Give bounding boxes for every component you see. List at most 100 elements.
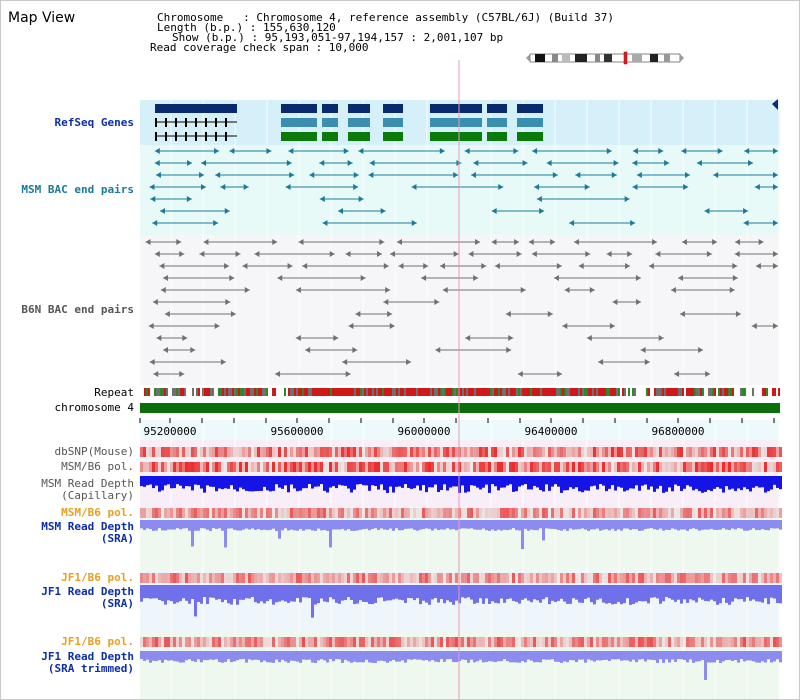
track-label-refseq[interactable]: RefSeq Genes [54, 116, 134, 129]
heatmap-cell [707, 508, 710, 518]
repeat-segment [220, 388, 222, 396]
repeat-segment [172, 388, 174, 396]
msm-pair-end [513, 148, 519, 154]
depth-bar [746, 476, 749, 490]
depth-bar [626, 476, 629, 491]
heatmap-cell [257, 637, 260, 647]
track-label-jf1-pol[interactable]: JF1/B6 pol. [61, 571, 134, 584]
depth-bar [734, 585, 737, 599]
heatmap-cell [626, 462, 629, 472]
depth-bar [755, 476, 758, 487]
depth-bar [764, 651, 767, 663]
depth-bar [257, 585, 260, 604]
heatmap-cell [413, 637, 416, 647]
heatmap-cell [620, 573, 623, 583]
msm-bac-track[interactable] [149, 148, 778, 226]
depth-bar [644, 585, 647, 602]
heatmap-cell [566, 573, 569, 583]
depth-bar [656, 585, 659, 599]
repeat-segment [462, 388, 464, 396]
heatmap-cell [422, 508, 425, 518]
repeat-segment [186, 388, 188, 396]
repeat-segment [674, 388, 676, 396]
depth-bar [758, 651, 761, 663]
refseq-genes-track[interactable] [155, 99, 778, 141]
track-label-msm-depth-sra[interactable]: MSM Read Depth (SRA) [41, 520, 134, 545]
heatmap-cell [773, 447, 776, 457]
depth-bar [311, 476, 314, 489]
b6n-pair-end [609, 323, 615, 329]
heatmap-cell [653, 462, 656, 472]
track-label-dbsnp[interactable]: dbSNP(Mouse) [54, 445, 134, 458]
gene-block [383, 132, 403, 141]
depth-bar [497, 585, 500, 604]
heatmap-cell [251, 462, 254, 472]
repeat-segment [500, 388, 502, 396]
msm-pair-end [213, 220, 219, 226]
track-label-msm-bac[interactable]: MSM BAC end pairs [21, 183, 134, 196]
heatmap-cell [338, 573, 341, 583]
msm-pair-end [319, 160, 325, 166]
heatmap-cell [563, 447, 566, 457]
heatmap-cell [353, 637, 356, 647]
depth-bar [308, 476, 311, 485]
repeat-segment [698, 388, 700, 396]
b6n-bac-track[interactable] [145, 239, 778, 377]
b6n-pair-end [149, 359, 155, 365]
depth-bar [272, 585, 275, 605]
heatmap-cell [170, 508, 173, 518]
heatmap-cell [395, 573, 398, 583]
depth-bar [383, 585, 386, 602]
heatmap-cell [752, 508, 755, 518]
heatmap-cell [512, 462, 515, 472]
depth-bar [377, 476, 380, 490]
repeat-segment [658, 388, 660, 396]
heatmap-cell [554, 573, 557, 583]
heatmap-cell [671, 447, 674, 457]
heatmap-cell [590, 462, 593, 472]
depth-bar [140, 585, 143, 602]
depth-bar [392, 651, 395, 660]
track-label-msm-depth-capillary[interactable]: MSM Read Depth (Capillary) [41, 477, 134, 502]
repeat-segment [236, 388, 238, 396]
track-label-msm-pol[interactable]: MSM/B6 pol. [61, 460, 134, 473]
repeat-segment [448, 388, 450, 396]
depth-bar [347, 476, 350, 489]
depth-bar [335, 476, 338, 489]
depth-bar [740, 585, 743, 600]
repeat-segment [272, 388, 274, 396]
depth-bar [707, 585, 710, 602]
msm-pair-end [532, 148, 538, 154]
repeat-segment [730, 388, 732, 396]
heatmap-cell [401, 447, 404, 457]
heatmap-cell [521, 508, 524, 518]
depth-bar [461, 651, 464, 660]
repeat-segment [158, 388, 160, 396]
track-label-b6n-bac[interactable]: B6N BAC end pairs [21, 303, 134, 316]
repeat-segment [188, 388, 190, 396]
repeat-segment [276, 388, 278, 396]
heatmap-cell [212, 462, 215, 472]
depth-bar [209, 585, 212, 598]
track-label-msm-pol-2[interactable]: MSM/B6 pol. [61, 506, 134, 519]
gene-exon [155, 118, 157, 127]
depth-bar [341, 585, 344, 601]
heatmap-cell [569, 462, 572, 472]
track-label-jf1-pol-2[interactable]: JF1/B6 pol. [61, 635, 134, 648]
depth-bar [680, 520, 683, 530]
heatmap-cell [212, 447, 215, 457]
heatmap-cell [689, 508, 692, 518]
depth-bar [194, 651, 197, 662]
gene-block [322, 132, 338, 141]
heatmap-cell [176, 447, 179, 457]
track-label-jf1-depth-trimmed[interactable]: JF1 Read Depth (SRA trimmed) [41, 650, 134, 675]
heatmap-cell [455, 462, 458, 472]
heatmap-cell [149, 573, 152, 583]
depth-bar [779, 585, 782, 604]
heatmap-cell [722, 637, 725, 647]
heatmap-cell [296, 508, 299, 518]
repeat-segment [264, 388, 266, 396]
repeat-segment [724, 388, 726, 396]
track-label-jf1-depth-sra[interactable]: JF1 Read Depth (SRA) [41, 585, 134, 610]
